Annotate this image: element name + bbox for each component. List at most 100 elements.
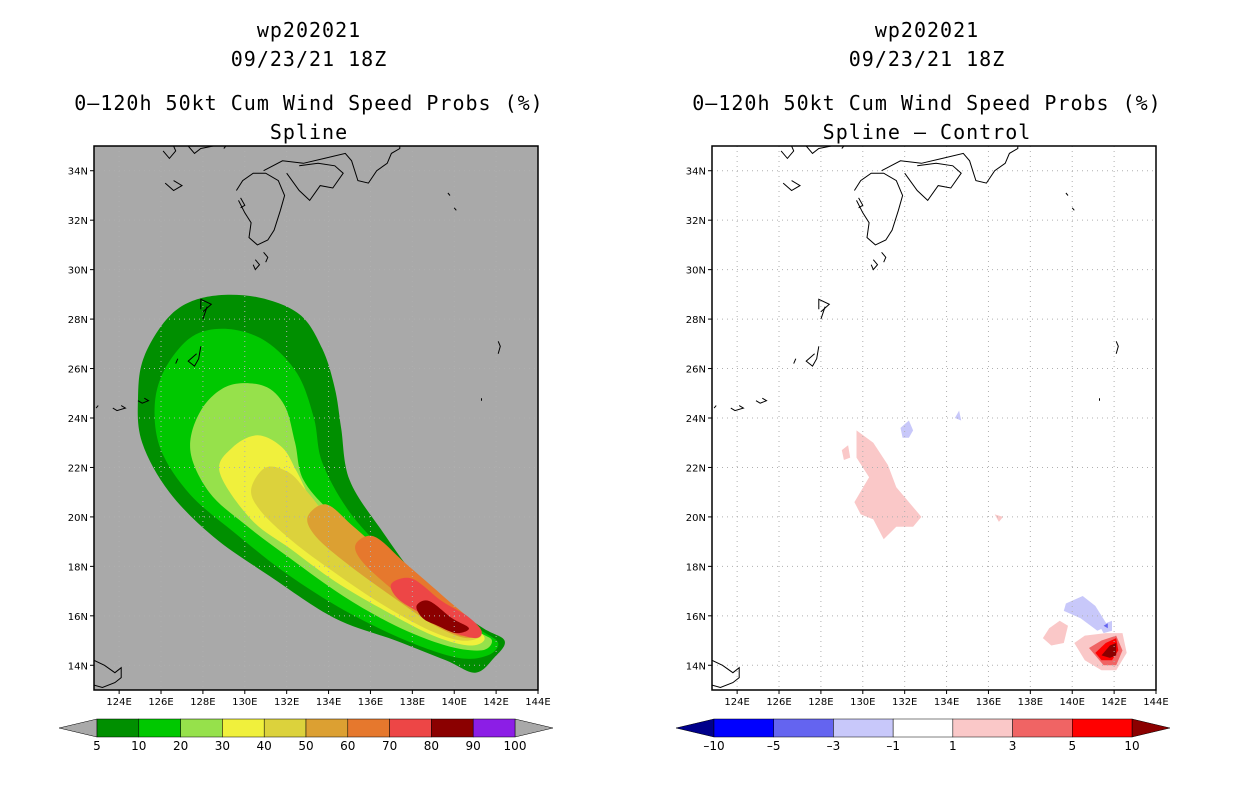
gridlines [94,146,538,690]
colorbar-label: 3 [1009,739,1017,753]
colorbar-swatch [222,718,265,738]
lat-label-20N: 20N [686,513,706,524]
map-frame [93,145,539,691]
colorbar-swatch [96,718,140,738]
lat-label-28N: 28N [686,315,706,326]
lon-label-142E: 142E [483,697,508,708]
coastline [164,180,183,192]
coastline [497,341,501,354]
coastlines [712,146,1119,689]
colorbar: –10 –5 –3 –1 1 3 5 10 [675,718,1171,753]
colorbar-label: 30 [215,739,230,753]
product-title: 0–120h 50kt Cum Wind Speed Probs (%) [692,91,1162,115]
colorbar: 5 10 20 30 40 50 60 70 80 90 100 [58,718,554,753]
coastline [112,405,127,412]
lat-label-30N: 30N [686,266,706,277]
coastline [881,146,1019,184]
coastline [263,146,401,184]
coastline [202,306,208,320]
coastline [713,405,717,409]
lon-label-144E: 144E [1143,697,1168,708]
diff-region [841,445,851,460]
colorbar-swatch [263,718,307,738]
colorbar-label: 20 [173,739,188,753]
lon-label-138E: 138E [1018,697,1043,708]
coastline [240,197,246,209]
diff-region [900,420,914,438]
colorbar-swatch [952,718,1013,738]
coastline [755,397,768,404]
diff-region [1063,596,1108,631]
lon-label-126E: 126E [148,697,173,708]
lon-label-132E: 132E [274,697,299,708]
colorbar-label: 80 [424,739,439,753]
colorbar-swatch [389,718,432,738]
lon-label-134E: 134E [316,697,341,708]
colorbar-swatch [431,718,474,738]
lon-label-136E: 136E [976,697,1001,708]
coastline [712,659,740,689]
lat-label-16N: 16N [686,612,706,623]
coastline [853,172,904,246]
colorbar-swatch [347,718,390,738]
coastline [95,405,99,409]
coastline [730,405,745,412]
lat-label-34N: 34N [68,167,88,178]
lon-label-138E: 138E [400,697,425,708]
coastline [252,259,261,271]
diff-region [994,514,1004,522]
coastline [904,162,962,202]
coastline [870,259,879,271]
subtitle: Spline – Control [822,120,1032,144]
coastline [881,251,887,263]
coastline [263,251,269,263]
diff-region [1042,620,1068,646]
colorbar-label: 90 [466,739,481,753]
colorbar-label: –3 [827,739,841,753]
lon-label-128E: 128E [190,697,215,708]
lat-label-22N: 22N [686,463,706,474]
colorbar-swatch [305,718,349,738]
colorbar-swatch [892,718,954,738]
lon-label-130E: 130E [850,697,875,708]
colorbar-swatch [833,718,894,738]
diff-region [954,410,962,421]
colorbar-swatch [138,718,181,738]
colorbar-label: 5 [93,739,101,753]
lon-label-134E: 134E [934,697,959,708]
prob-map: 124E 126E 128E 130E 132E 134E 136E 138E 140E 142E… [58,145,554,753]
panel-diff: wp202021 09/23/21 18Z 0–120h 50kt Cum Wi… [618,0,1236,800]
colorbar-swatch [713,718,774,738]
colorbar-end-low [675,718,715,738]
lon-label-140E: 140E [442,697,467,708]
coastline [782,180,801,192]
diff-region [1103,623,1108,629]
diff-region [1101,643,1117,658]
lat-label-14N: 14N [68,661,88,672]
coastline [858,197,864,209]
lat-label-20N: 20N [68,513,88,524]
colorbar-swatch [1012,718,1073,738]
diff-map: 124E 126E 128E 130E 132E 134E 136E 138E 140E 142E… [675,145,1171,753]
lat-label-16N: 16N [68,612,88,623]
lat-label-14N: 14N [686,661,706,672]
lon-label-144E: 144E [525,697,550,708]
lat-label-32N: 32N [686,216,706,227]
colorbar-swatch [180,718,223,738]
colorbar-label: –5 [767,739,781,753]
lon-label-132E: 132E [892,697,917,708]
lon-label-124E: 124E [724,697,749,708]
datetime: 09/23/21 18Z [848,47,1006,71]
coastline [1065,192,1069,196]
lon-label-124E: 124E [106,697,131,708]
map-content [94,146,538,690]
lon-label-126E: 126E [766,697,791,708]
lon-label-136E: 136E [358,697,383,708]
coastline [1071,207,1075,211]
coastline [286,162,344,202]
lat-label-26N: 26N [686,365,706,376]
colorbar-label: 70 [382,739,397,753]
coastline [162,146,177,160]
colorbar-swatch [1072,718,1133,738]
lat-label-24N: 24N [686,414,706,425]
